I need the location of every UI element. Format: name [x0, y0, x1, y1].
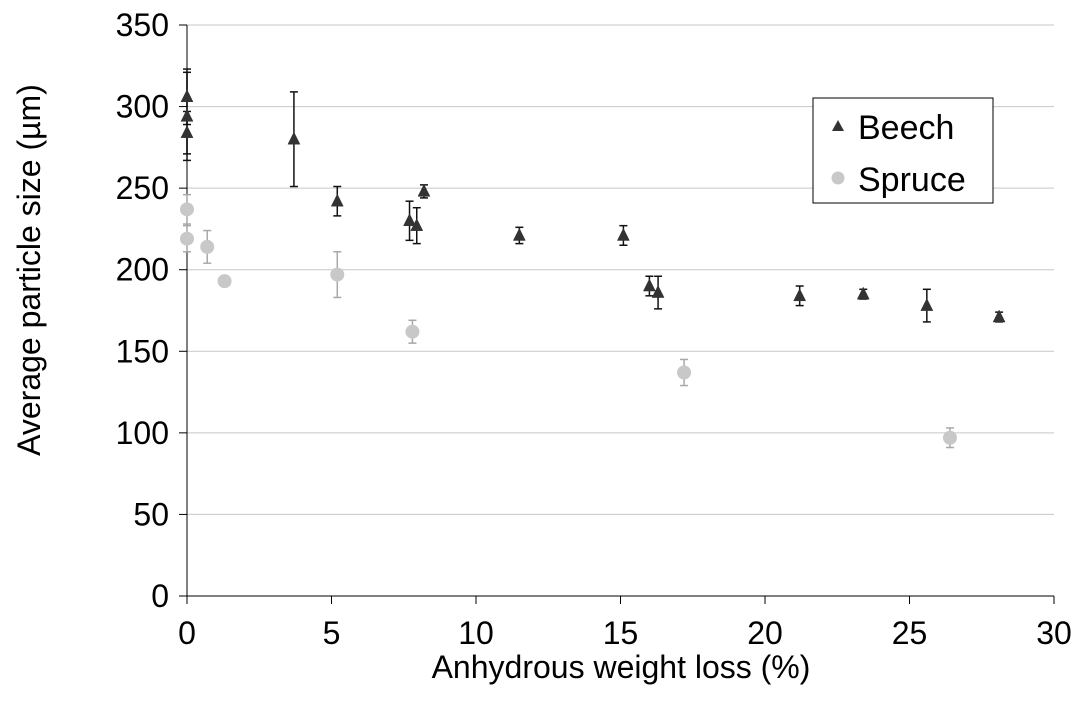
data-point-spruce	[180, 231, 194, 246]
y-tick-label: 150	[116, 333, 169, 369]
x-axis-title: Anhydrous weight loss (%)	[432, 649, 811, 685]
y-tick-label: 100	[116, 415, 169, 451]
x-tick-label: 20	[747, 615, 783, 651]
y-tick-label: 0	[151, 578, 169, 614]
data-point-beech	[410, 218, 424, 231]
data-point-spruce	[405, 324, 420, 339]
y-tick-label: 50	[133, 496, 169, 532]
data-point-spruce	[180, 202, 194, 217]
data-point-beech	[330, 193, 344, 207]
data-point-spruce	[942, 430, 957, 445]
legend-beech-label: Beech	[858, 109, 954, 147]
data-point-spruce	[330, 267, 345, 282]
legend-spruce-marker	[831, 171, 845, 185]
data-point-beech	[856, 286, 870, 300]
axis-labels: 0 50 100 150 200 250 300 350 0 5 10 15 20 25 30	[116, 7, 1072, 651]
data-point-spruce	[200, 239, 215, 254]
legend-spruce-label: Spruce	[858, 161, 966, 199]
data-point-spruce	[217, 274, 232, 289]
legend-box	[812, 97, 994, 204]
data-point-beech	[793, 288, 807, 302]
y-tick-label: 350	[116, 7, 169, 43]
data-point-beech	[920, 298, 934, 311]
data-point-beech	[180, 89, 194, 103]
data-points	[180, 89, 1006, 445]
data-point-beech	[642, 278, 656, 292]
data-point-spruce	[677, 365, 692, 380]
y-tick-label: 300	[116, 89, 169, 125]
data-point-beech	[512, 227, 526, 241]
y-tick-label: 200	[116, 252, 169, 288]
data-point-beech	[287, 131, 301, 145]
x-tick-label: 30	[1036, 615, 1072, 651]
data-point-beech	[180, 125, 194, 138]
data-point-beech	[616, 227, 630, 241]
y-axis-title: Average particle size (µm)	[11, 84, 47, 456]
x-tick-label: 5	[323, 615, 341, 651]
y-tick-label: 250	[116, 170, 169, 206]
data-point-beech	[180, 108, 194, 122]
x-tick-label: 15	[603, 615, 639, 651]
x-tick-label: 25	[892, 615, 928, 651]
legend-beech-marker	[832, 120, 844, 131]
data-point-beech	[403, 213, 416, 227]
data-point-beech	[992, 309, 1006, 323]
x-tick-label: 10	[458, 615, 494, 651]
data-point-beech	[417, 183, 431, 197]
gridlines	[187, 24, 1054, 515]
data-point-beech	[651, 284, 665, 298]
x-tick-label: 0	[178, 615, 196, 651]
legend: Beech Spruce	[812, 97, 994, 204]
